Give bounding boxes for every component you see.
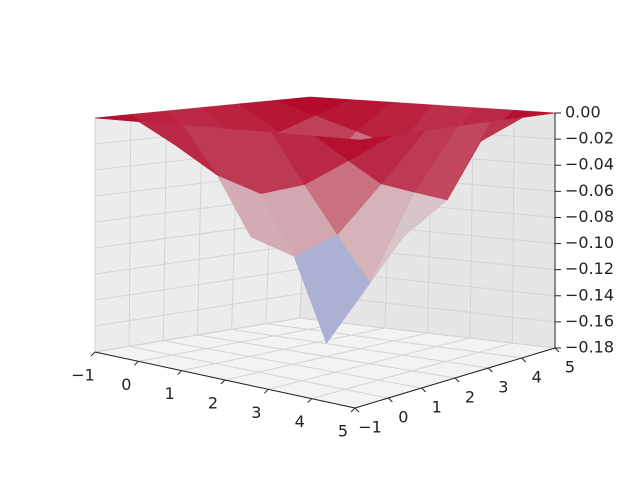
grid-line [231, 328, 489, 369]
grid-line [94, 292, 302, 327]
tick-mark [521, 357, 527, 363]
grid-line [265, 323, 522, 359]
tick-mark [387, 397, 393, 403]
y-tick-label: 1 [432, 398, 442, 417]
tick-mark [487, 367, 493, 373]
z-tick-label: −0.14 [565, 285, 614, 304]
grid-line [94, 317, 301, 353]
tick-mark [354, 407, 360, 413]
x-tick-label: −1 [71, 366, 95, 385]
tick-mark [421, 387, 427, 393]
y-tick-label: 4 [532, 368, 542, 387]
tick-mark [350, 407, 356, 413]
tick-mark [90, 351, 96, 357]
z-tick-label: −0.16 [565, 311, 614, 330]
grid-line [299, 317, 556, 349]
grid-line [512, 110, 515, 344]
z-tick-label: −0.18 [565, 338, 614, 357]
tick-mark [554, 347, 560, 353]
y-tick-label: 0 [398, 408, 408, 427]
y-tick-label: 3 [498, 378, 508, 397]
z-tick-label: −0.04 [565, 155, 614, 174]
grid-line [94, 268, 303, 301]
x-tick-label: 4 [295, 412, 305, 431]
y-tick-label: −1 [358, 418, 382, 437]
z-tick-label: −0.12 [565, 259, 614, 278]
tick-mark [307, 398, 313, 404]
x-tick-label: 1 [165, 384, 175, 403]
z-tick-label: −0.02 [565, 129, 614, 148]
axis-line [354, 347, 556, 409]
tick-mark [454, 377, 460, 383]
grid-line [162, 110, 168, 341]
tick-mark [263, 388, 269, 394]
grid-line [128, 114, 132, 347]
z-tick-label: −0.08 [565, 207, 614, 226]
axis-line [94, 351, 356, 409]
grid-line [197, 334, 456, 379]
x-tick-label: 3 [251, 403, 261, 422]
grid-line [129, 345, 389, 399]
tick-mark [220, 379, 226, 385]
x-tick-label: 0 [121, 375, 131, 394]
y-tick-label: 2 [465, 388, 475, 407]
x-tick-label: 5 [338, 422, 348, 441]
tick-mark [177, 370, 183, 376]
z-tick-label: −0.10 [565, 233, 614, 252]
z-tick-label: −0.06 [565, 181, 614, 200]
tick-mark [133, 360, 139, 366]
y-tick-label: 5 [565, 358, 575, 377]
grid-line [94, 243, 304, 275]
x-tick-label: 2 [208, 394, 218, 413]
z-tick-label: 0.00 [565, 103, 601, 122]
surface-patch [314, 135, 393, 161]
grid-line [163, 340, 422, 389]
